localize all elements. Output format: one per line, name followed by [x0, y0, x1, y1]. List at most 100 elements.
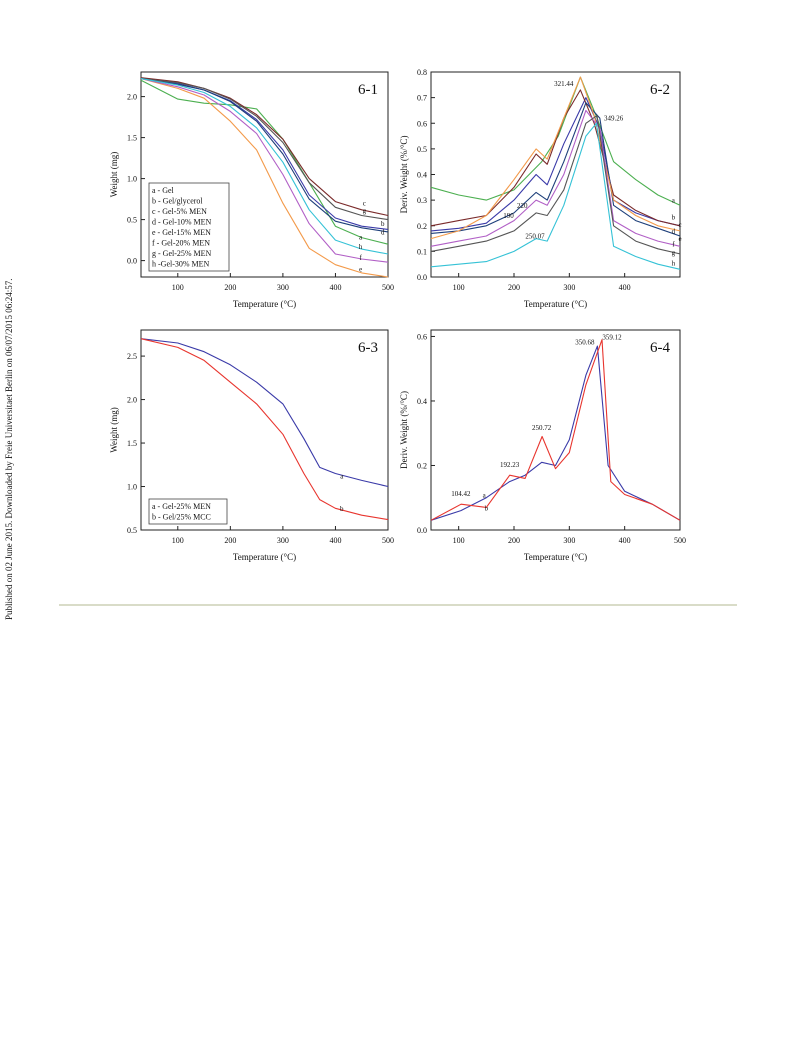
x-tick-label: 300 — [563, 283, 575, 292]
x-tick-label: 200 — [508, 536, 520, 545]
y-tick-label: 0.1 — [417, 247, 427, 256]
y-tick-label: 0.2 — [417, 222, 427, 231]
series-line-a — [430, 76, 681, 206]
series-line-a — [140, 338, 389, 488]
annotation-label: b — [340, 505, 344, 513]
y-tick-label: 0.0 — [417, 273, 427, 282]
annotation-label: 250.72 — [532, 424, 552, 432]
legend-entry: h -Gel-30% MEN — [152, 260, 210, 269]
y-axis-label: Deriv. Weight (%/°C) — [399, 136, 409, 214]
series-line-f — [430, 109, 681, 247]
series-line-b — [430, 97, 681, 232]
panel-label: 6-4 — [650, 340, 670, 356]
annotation-label: 359.12 — [602, 334, 622, 342]
y-tick-label: 2.0 — [127, 93, 137, 102]
side-note: Published on 02 June 2015. Downloaded by… — [4, 279, 16, 632]
series-line-f — [140, 78, 389, 263]
legend-entry: b - Gel/25% MCC — [152, 513, 211, 522]
x-tick-label: 400 — [329, 536, 341, 545]
x-tick-label: 500 — [382, 283, 394, 292]
y-axis-label: Deriv. Weight (%/°C) — [399, 391, 409, 469]
chart-6-2: 100 200 300 400 0.0 0.1 0.2 0.3 0.4 0.5 0.6 0.7 0.8 T… — [399, 68, 682, 309]
side-note-text: Published on 02 June 2015. Downloaded by… — [4, 278, 14, 620]
series-line-h — [140, 78, 389, 255]
x-tick-label: 100 — [453, 536, 465, 545]
panel-label: 6-3 — [358, 340, 378, 356]
series-line-b — [140, 338, 389, 521]
y-tick-label: 0.6 — [417, 332, 427, 341]
series-line-b — [430, 339, 681, 521]
annotation-label: 250.07 — [525, 233, 545, 241]
annotation-label: 321.44 — [554, 80, 574, 88]
chart-6-4: 100 200 300 400 500 0.0 0.2 0.4 0.6 Temperature (… — [399, 329, 686, 562]
annotation-label: g — [363, 207, 367, 215]
x-tick-label: 400 — [329, 283, 341, 292]
x-tick-label: 300 — [563, 536, 575, 545]
annotation-label: e — [359, 265, 362, 273]
plot-frame — [430, 329, 681, 531]
annotation-label: 349.26 — [604, 115, 624, 123]
legend-entry: g - Gel-25% MEN — [152, 249, 212, 258]
y-tick-label: 2.0 — [127, 396, 137, 405]
annotation-label: f — [360, 254, 363, 262]
y-tick-label: 1.5 — [127, 439, 137, 448]
annotation-label: a — [483, 492, 487, 500]
legend-entry: b - Gel/glycerol — [152, 197, 203, 206]
legend-box — [148, 498, 228, 525]
series-line-a — [140, 79, 389, 245]
annotation-label: 220 — [517, 202, 528, 210]
y-tick-label: 0.5 — [417, 145, 427, 154]
x-tick-label: 100 — [172, 283, 184, 292]
y-tick-label: 0.4 — [417, 397, 427, 406]
annotation-label: c — [363, 200, 366, 208]
annotation-label: 190 — [503, 212, 514, 220]
legend-entry: d - Gel-10% MEN — [152, 218, 212, 227]
y-tick-label: 1.0 — [127, 175, 137, 184]
y-tick-label: 0.0 — [417, 526, 427, 535]
x-tick-label: 500 — [674, 536, 686, 545]
y-tick-label: 1.5 — [127, 134, 137, 143]
annotation-label: a — [672, 197, 676, 205]
chart-6-1: 100 200 300 400 500 0.0 0.5 1.0 1.5 2.0 Temperatur… — [109, 71, 394, 309]
series-line-e — [140, 78, 389, 278]
y-tick-label: 0.7 — [417, 94, 427, 103]
y-tick-label: 0.5 — [127, 216, 137, 225]
panel-6-3: 100 200 300 400 500 0.5 1.0 1.5 2.0 2.5 Temperatur… — [108, 318, 398, 568]
x-tick-label: 400 — [619, 283, 631, 292]
y-tick-label: 0.0 — [127, 257, 137, 266]
annotation-label: a — [340, 473, 344, 481]
series-line-d — [430, 102, 681, 237]
annotation-label: g — [672, 249, 676, 257]
y-axis-label: Weight (mg) — [109, 407, 119, 453]
annotation-label: e — [678, 235, 681, 243]
x-axis-label: Temperature (°C) — [233, 552, 296, 562]
series-line-c — [430, 89, 681, 227]
annotation-label: h — [672, 259, 676, 267]
y-tick-label: 0.3 — [417, 196, 427, 205]
annotation-label: b — [381, 220, 385, 228]
x-tick-label: 200 — [224, 283, 236, 292]
x-tick-label: 300 — [277, 283, 289, 292]
series-line-g — [430, 115, 681, 255]
x-tick-label: 200 — [224, 536, 236, 545]
y-tick-label: 0.2 — [417, 461, 427, 470]
y-tick-label: 1.0 — [127, 483, 137, 492]
x-axis-label: Temperature (°C) — [524, 552, 587, 562]
panel-6-4: 100 200 300 400 500 0.0 0.2 0.4 0.6 Temperature (… — [398, 318, 693, 568]
y-tick-label: 0.6 — [417, 119, 427, 128]
series-line-h — [430, 122, 681, 270]
chart-6-3: 100 200 300 400 500 0.5 1.0 1.5 2.0 2.5 Temperatur… — [109, 329, 394, 562]
annotation-label: 350.68 — [575, 339, 595, 347]
plot-frame — [140, 329, 389, 531]
annotation-label: b — [485, 505, 489, 513]
panel-6-1: 100 200 300 400 500 0.0 0.5 1.0 1.5 2.0 Temperatur… — [108, 60, 398, 310]
legend-entry: a - Gel-25% MEN — [152, 502, 211, 511]
legend-entry: c - Gel-5% MEN — [152, 207, 207, 216]
annotation-label: c — [678, 221, 681, 229]
y-axis-label: Weight (mg) — [109, 152, 119, 198]
annotation-label: h — [359, 243, 363, 251]
annotation-label: d — [381, 228, 385, 236]
x-tick-label: 400 — [619, 536, 631, 545]
series-line-g — [140, 78, 389, 221]
panel-6-2: 100 200 300 400 0.0 0.1 0.2 0.3 0.4 0.5 0.6 0.7 0.8 T… — [398, 60, 693, 310]
